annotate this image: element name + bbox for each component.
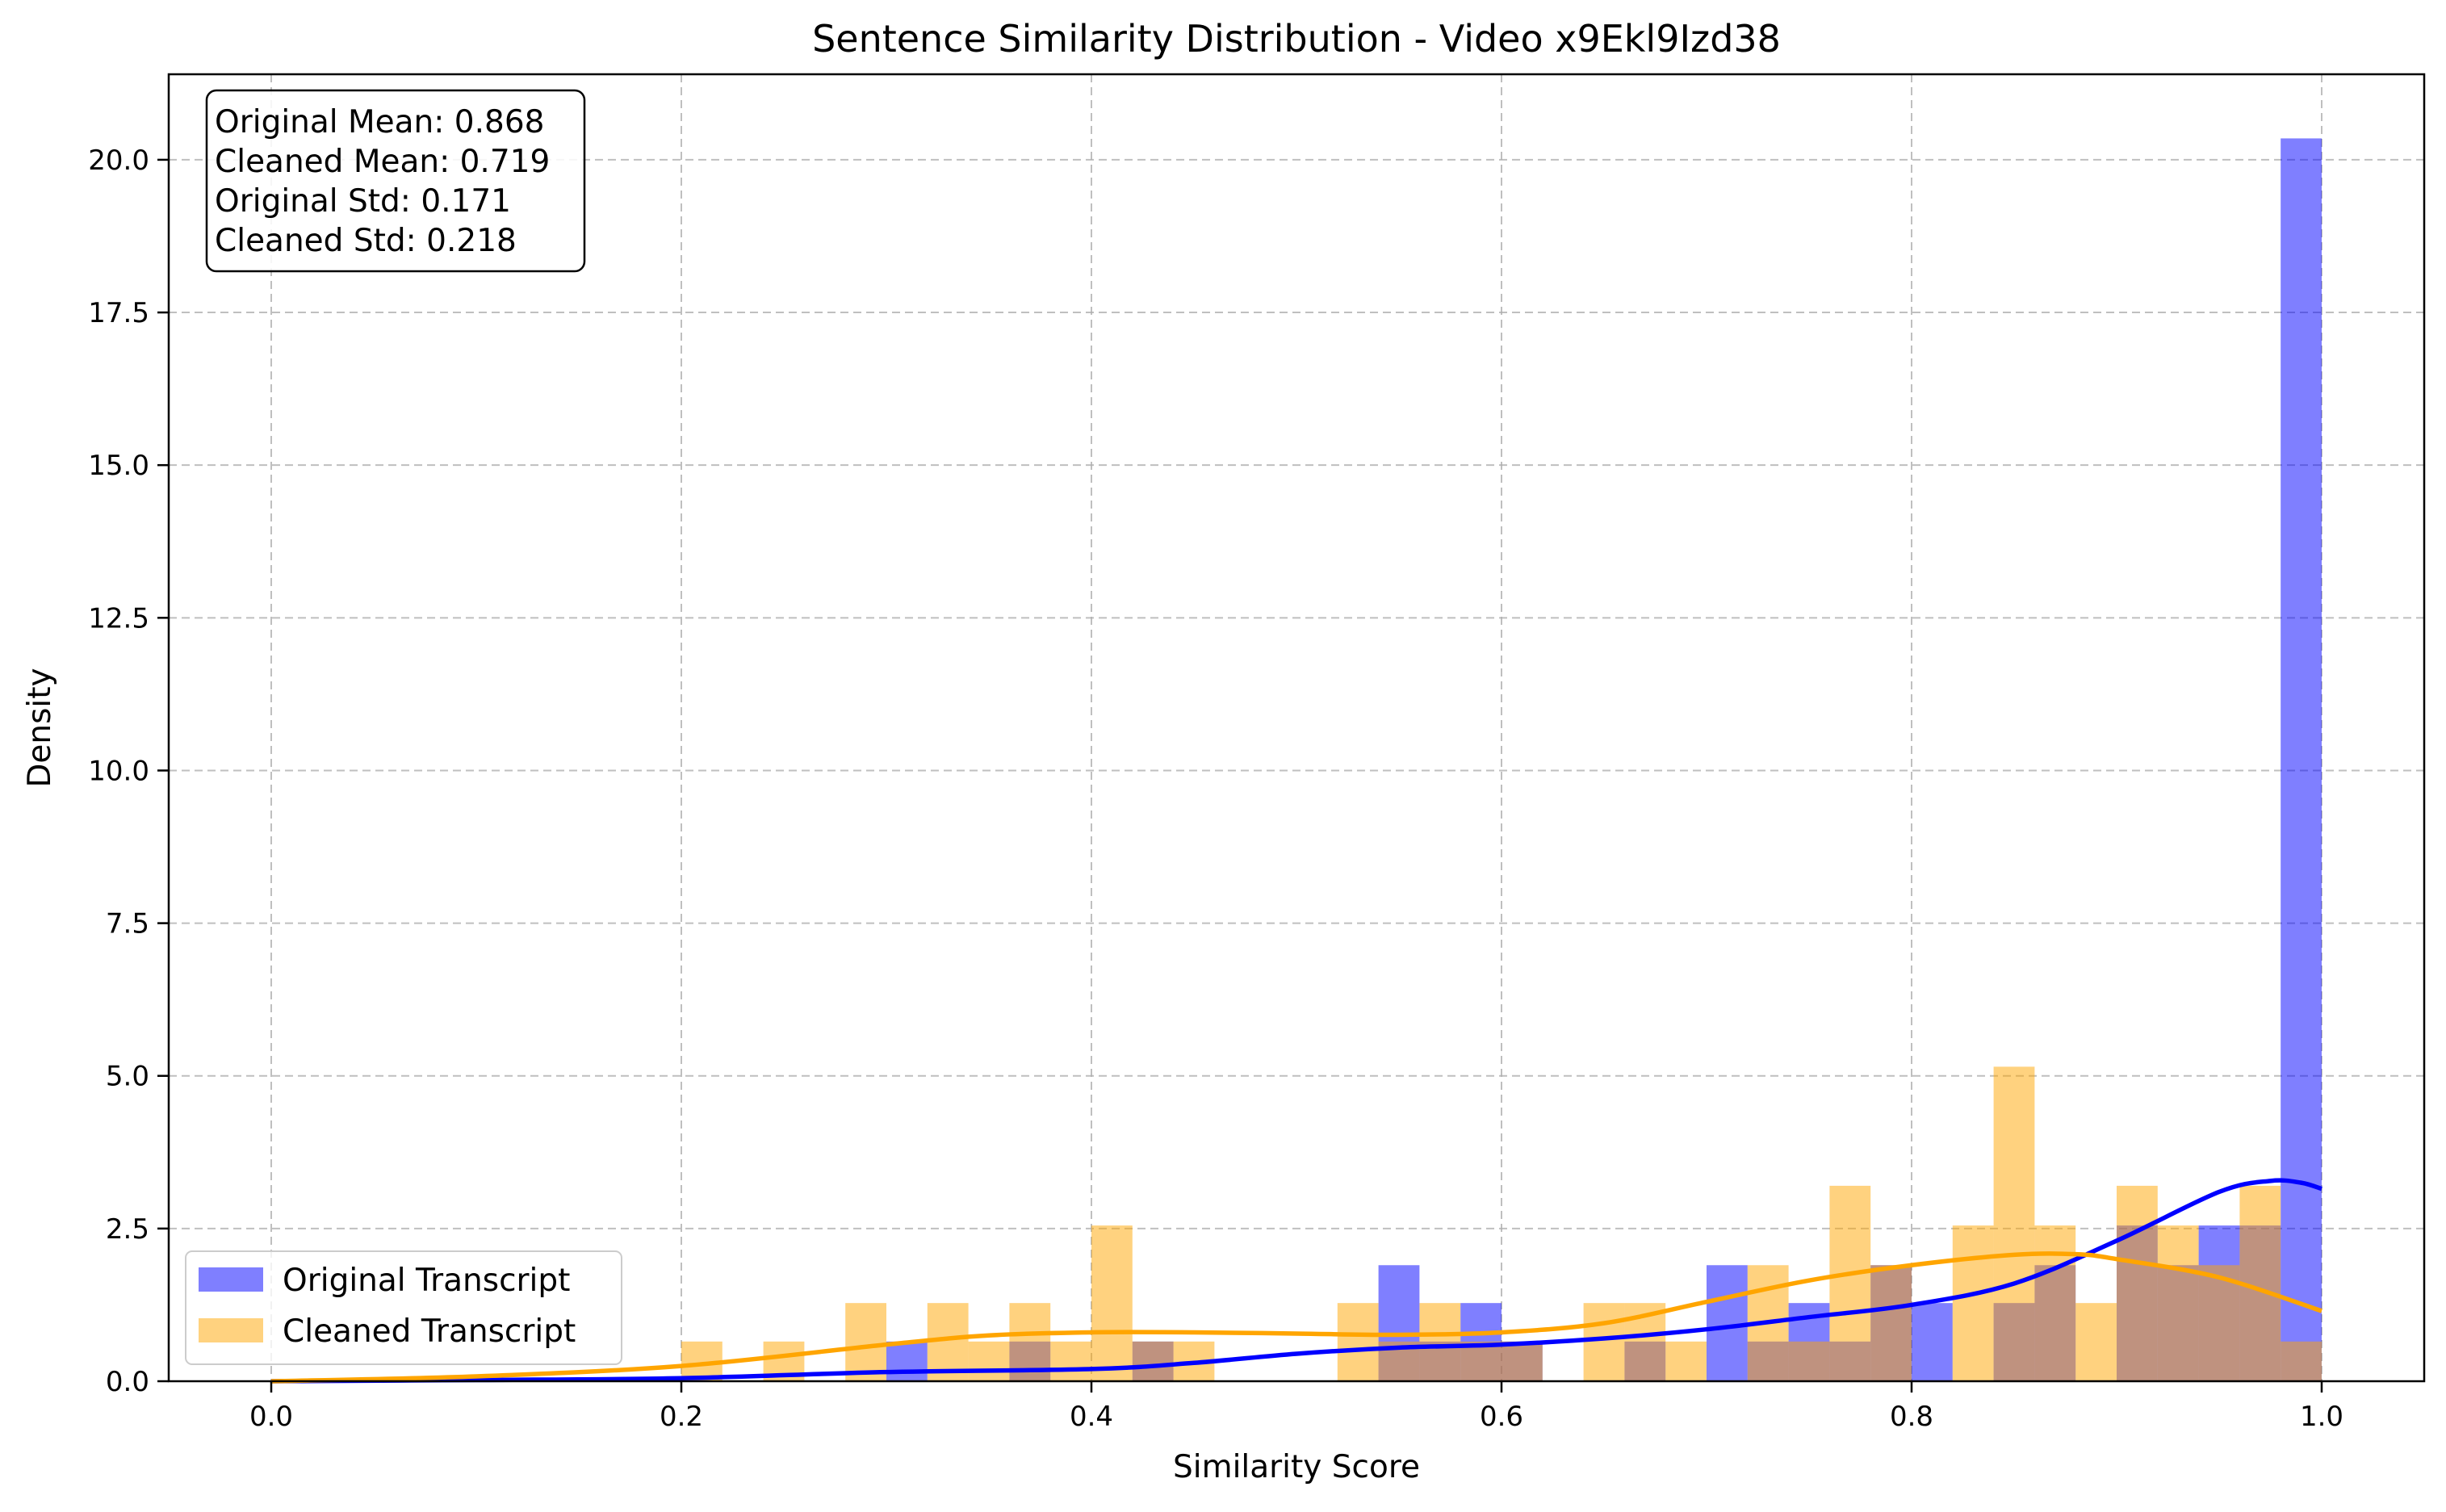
y-tick-label: 5.0: [106, 1061, 149, 1093]
histogram-bar: [1091, 1225, 1133, 1381]
histogram-bar: [2198, 1265, 2240, 1381]
stats-line: Cleaned Mean: 0.719: [215, 144, 550, 180]
y-axis-label: Density: [22, 668, 58, 787]
legend-label: Original Transcript: [283, 1263, 570, 1299]
y-tick-label: 15.0: [88, 450, 149, 482]
x-tick-label: 0.6: [1480, 1401, 1523, 1433]
histogram-bar: [1502, 1341, 1543, 1381]
x-tick-label: 1.0: [2300, 1401, 2343, 1433]
x-tick-label: 0.0: [249, 1401, 293, 1433]
histogram-bar: [2157, 1225, 2199, 1381]
stats-line: Cleaned Std: 0.218: [215, 223, 517, 259]
histogram-bar: [2117, 1185, 2158, 1381]
grid-lines: [169, 74, 2424, 1382]
y-tick-label: 2.5: [106, 1213, 149, 1246]
histogram-bar: [968, 1341, 1010, 1381]
stats-box-frame: [205, 89, 586, 273]
y-tick-label: 0.0: [106, 1366, 149, 1398]
legend-label: Cleaned Transcript: [283, 1313, 576, 1350]
legend-swatch: [199, 1267, 263, 1292]
y-tick-label: 20.0: [88, 144, 149, 177]
histogram-bar: [1337, 1303, 1379, 1381]
x-tick-label: 0.4: [1070, 1401, 1113, 1433]
x-tick-label: 0.2: [660, 1401, 703, 1433]
y-tick-label: 12.5: [88, 602, 149, 635]
histogram-bar: [2281, 1341, 2322, 1381]
stats-line: Original Std: 0.171: [215, 183, 511, 220]
histogram-bar: [1707, 1265, 1748, 1381]
histogram-bar: [2281, 138, 2322, 1382]
y-tick-label: 7.5: [106, 908, 149, 940]
histogram-bar: [1583, 1303, 1625, 1381]
histogram-bar: [2075, 1303, 2117, 1381]
histogram-bar: [1952, 1225, 1994, 1381]
legend: Original Transcript Cleaned Transcript: [185, 1250, 622, 1365]
histogram-bar: [1460, 1341, 1502, 1381]
original-kde-line: [270, 1178, 2322, 1384]
x-axis-label: Similarity Score: [1173, 1449, 1420, 1485]
histogram-bar: [1993, 1066, 2035, 1381]
histogram-bar: [1050, 1341, 1091, 1381]
histogram-bar: [1912, 1303, 1953, 1381]
histogram-bar: [2034, 1225, 2076, 1381]
histogram-bar: [1829, 1185, 1871, 1381]
histogram-bar: [1419, 1303, 1461, 1381]
axis-ticks: 0.0 0.2 0.4 0.6 0.8 1.0 0.0 2.5 5.0 7.5 10.0 12.5 15…: [88, 144, 2343, 1433]
legend-swatch: [199, 1318, 263, 1342]
histogram-bar: [1132, 1341, 1174, 1381]
histogram-bar: [927, 1303, 969, 1381]
histogram-bar: [1870, 1265, 1912, 1381]
kde-curves: [270, 1178, 2322, 1384]
histogram-bar: [886, 1341, 928, 1381]
y-tick-label: 10.0: [88, 755, 149, 787]
histogram-bars: [681, 138, 2322, 1382]
histogram-bar: [845, 1303, 886, 1381]
histogram-bar: [1665, 1341, 1707, 1381]
x-tick-label: 0.8: [1890, 1401, 1933, 1433]
stats-annotation-box: Original Mean: 0.868 Cleaned Mean: 0.719O…: [205, 89, 586, 273]
y-tick-label: 17.5: [88, 297, 149, 329]
stats-line: Original Mean: 0.868: [215, 104, 544, 140]
chart-title: Sentence Similarity Distribution - Video…: [812, 17, 1781, 61]
plot-frame: [167, 73, 2426, 1383]
histogram-bar: [1788, 1341, 1830, 1381]
cleaned-kde-line: [270, 1251, 2322, 1384]
legend-frame: [185, 1250, 622, 1365]
